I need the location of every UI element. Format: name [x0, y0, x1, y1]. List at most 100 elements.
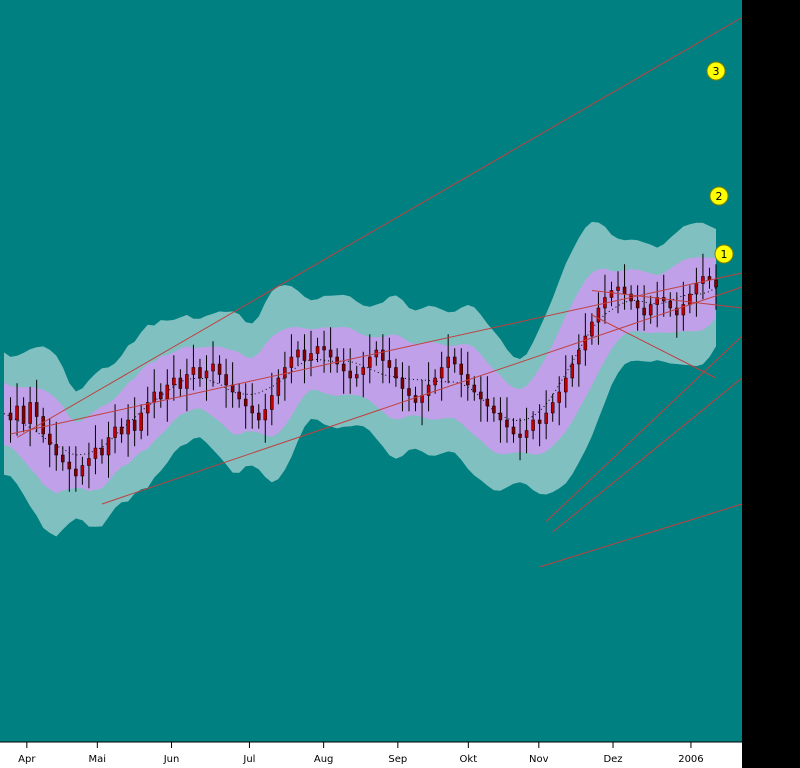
candle-body	[145, 402, 150, 414]
candle-body	[655, 297, 659, 305]
candle-body	[668, 300, 673, 309]
candle-body	[498, 412, 503, 421]
candle-body	[289, 356, 294, 368]
marker-2: 2	[709, 186, 729, 206]
channel-line	[545, 335, 743, 522]
candle-body	[439, 367, 444, 379]
candle-body	[21, 405, 26, 424]
candle-body	[505, 419, 509, 428]
candle-body	[400, 377, 405, 389]
candle-body	[485, 398, 490, 407]
candle-body	[47, 433, 52, 445]
candle-body	[420, 395, 424, 403]
candle-body	[106, 437, 111, 456]
candle-body	[172, 377, 176, 386]
candle-body	[446, 356, 450, 368]
candle-body	[93, 447, 98, 459]
candle-body	[80, 465, 85, 477]
candle-body	[224, 374, 228, 386]
candle-body	[531, 419, 535, 431]
channel-line	[539, 503, 743, 568]
candle-body	[550, 402, 555, 414]
channel-line	[591, 314, 717, 379]
marker-3: 3	[706, 61, 726, 81]
candle-body	[622, 286, 627, 295]
candle-body	[675, 307, 679, 316]
candle-body	[15, 405, 19, 421]
candle-body	[328, 349, 333, 358]
candle-body	[139, 412, 143, 431]
channel-lines	[10, 17, 743, 568]
candle-body	[211, 363, 215, 372]
candle-body	[570, 363, 575, 379]
candle-body	[714, 279, 718, 288]
marker-circle	[714, 244, 734, 264]
candle-body	[413, 395, 418, 403]
candle-body	[407, 388, 411, 396]
candle-body	[283, 367, 287, 379]
candle-body	[263, 409, 268, 421]
candle-body	[61, 454, 65, 463]
marker-label: 1	[721, 248, 728, 261]
candle-body	[387, 360, 392, 368]
x-tick-label: Aug	[314, 754, 334, 765]
x-tick-label: Jul	[242, 754, 255, 765]
candle-body	[590, 321, 594, 337]
channel-line	[591, 290, 743, 309]
x-tick-label: Sep	[388, 754, 407, 765]
candle-body	[302, 349, 307, 361]
marker-label: 3	[713, 65, 720, 78]
candle-body	[335, 356, 339, 365]
candles	[8, 253, 718, 492]
candle-body	[616, 286, 620, 291]
candle-body	[100, 447, 104, 456]
candle-body	[433, 377, 437, 386]
candle-body	[237, 391, 241, 400]
candle-body	[394, 367, 398, 379]
candle-body	[74, 468, 78, 477]
candle-body	[296, 349, 300, 358]
candle-body	[67, 461, 72, 470]
candle-body	[544, 412, 548, 424]
candle-body	[694, 283, 699, 295]
candle-body	[492, 405, 496, 414]
candle-body	[132, 419, 137, 431]
candle-body	[648, 304, 653, 316]
right-panel	[742, 0, 800, 768]
candle-body	[54, 444, 59, 456]
candle-body	[8, 412, 13, 421]
candle-body	[341, 363, 346, 372]
x-tick-label: Jun	[163, 754, 180, 765]
channel-line	[16, 17, 743, 438]
candle-body	[243, 398, 248, 407]
candle-body	[113, 426, 117, 438]
candle-body	[165, 384, 170, 400]
candle-body	[217, 363, 222, 375]
candle-body	[596, 307, 601, 323]
markers: 1 2 3	[706, 61, 734, 264]
candle-body	[368, 356, 372, 368]
x-tick-label: Okt	[460, 754, 478, 765]
candle-body	[41, 416, 45, 435]
candle-body	[204, 370, 209, 379]
candle-body	[361, 367, 366, 375]
candle-body	[381, 349, 385, 361]
candle-body	[257, 412, 261, 421]
candle-body	[577, 349, 581, 365]
candle-body	[250, 405, 254, 414]
candle-body	[315, 346, 320, 354]
candle-body	[701, 276, 705, 284]
candle-body	[564, 377, 568, 393]
candle-body	[28, 402, 32, 424]
candle-body	[452, 356, 457, 365]
x-tick-label: Nov	[529, 754, 549, 765]
candle-body	[479, 391, 483, 400]
candle-body	[198, 367, 202, 379]
marker-1: 1	[714, 244, 734, 264]
marker-circle	[706, 61, 726, 81]
candle-body	[642, 307, 646, 316]
marker-label: 2	[716, 190, 723, 203]
inner-band	[4, 257, 716, 494]
candle-body	[230, 384, 235, 393]
